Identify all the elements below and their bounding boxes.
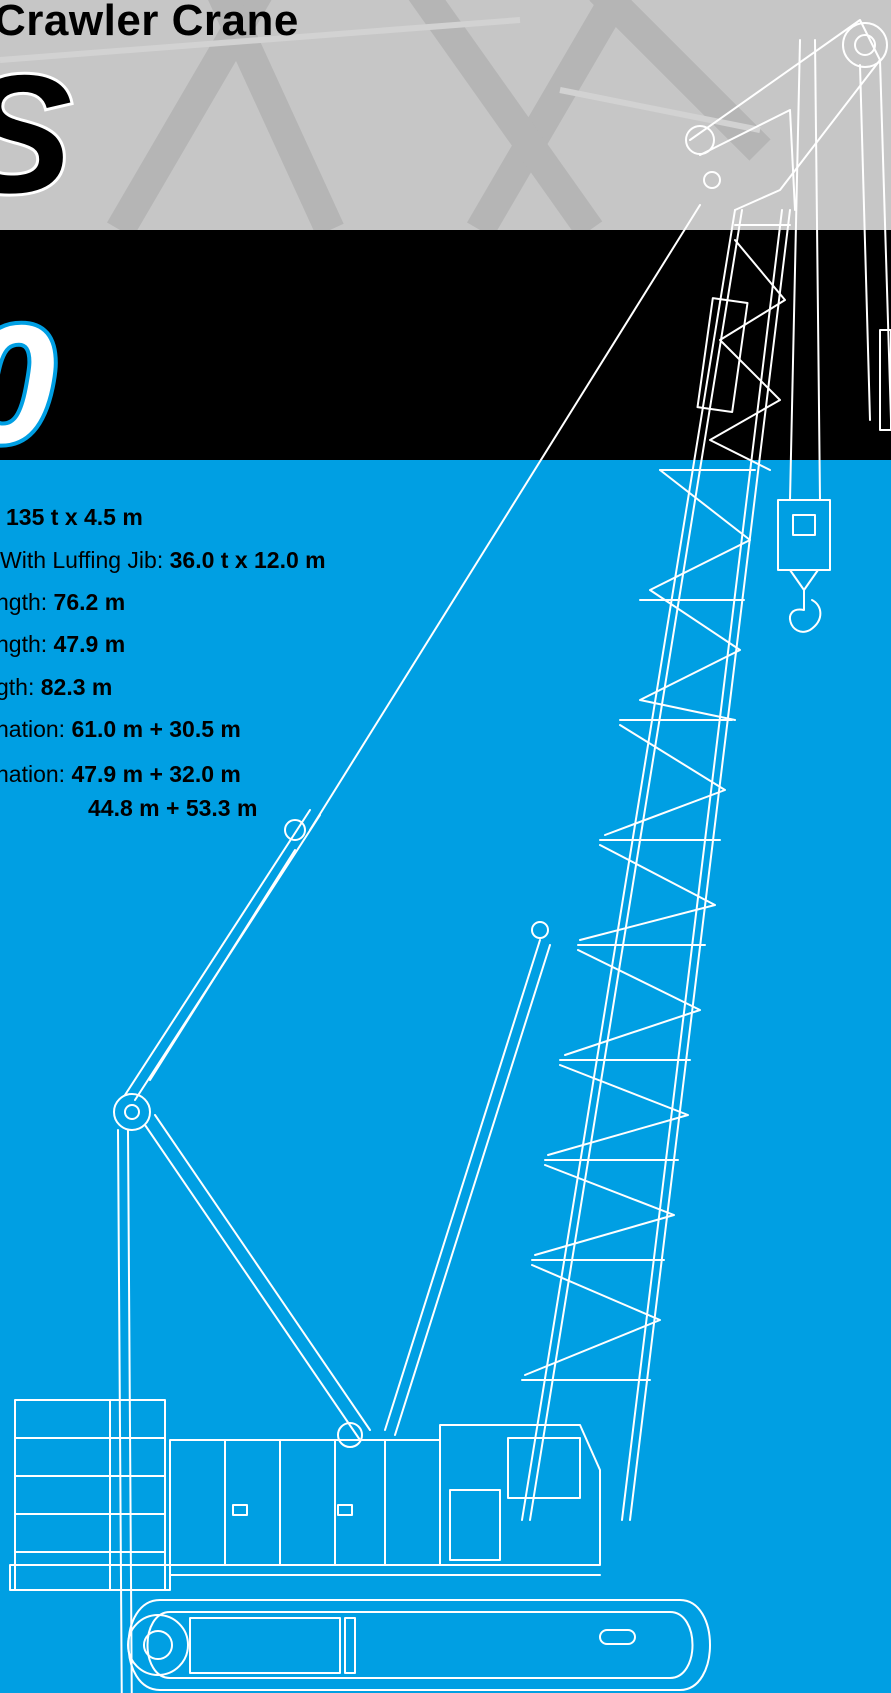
boom-tip xyxy=(685,19,891,421)
spec-value: 82.3 m xyxy=(40,674,113,700)
spec-line-2: With Luffing Jib: 36.0 t x 12.0 m xyxy=(0,547,326,574)
counterweight xyxy=(9,1399,171,1591)
spec-line-1: 135 t x 4.5 m xyxy=(6,504,143,531)
spec-value: 47.9 m xyxy=(53,631,126,657)
spec-line-4: ngth: 47.9 m xyxy=(0,631,125,658)
spec-label: gth: xyxy=(0,674,35,700)
spec-value: 36.0 t x 12.0 m xyxy=(169,547,326,573)
pendant-line xyxy=(309,204,701,831)
upper-body xyxy=(169,1424,601,1576)
spec-label: nation: xyxy=(0,761,66,787)
spec-label: ngth: xyxy=(0,631,48,657)
boom xyxy=(521,209,791,1521)
spec-line-5: gth: 82.3 m xyxy=(0,674,112,701)
spec-line-6: nation: 61.0 m + 30.5 m xyxy=(0,716,241,743)
gantry xyxy=(113,809,551,1693)
model-letter: S xyxy=(0,47,75,221)
spec-line-7: nation: 47.9 m + 32.0 m xyxy=(0,761,241,788)
spec-value: 47.9 m + 32.0 m xyxy=(71,761,241,787)
model-digit: 0 xyxy=(0,296,59,472)
spec-list: 135 t x 4.5 m With Luffing Jib: 36.0 t x… xyxy=(0,0,400,840)
spec-label: With Luffing Jib: xyxy=(0,547,164,573)
spec-line-3: ngth: 76.2 m xyxy=(0,589,125,616)
spec-value: 44.8 m + 53.3 m xyxy=(88,795,258,821)
product-title: Crawler Crane xyxy=(0,0,299,45)
spec-label: nation: xyxy=(0,716,66,742)
crawler-track xyxy=(127,1599,711,1691)
spec-value: 135 t x 4.5 m xyxy=(6,504,143,530)
specs-band xyxy=(0,460,891,1693)
header-band: Crawler Crane S xyxy=(0,0,891,230)
spec-value: 61.0 m + 30.5 m xyxy=(71,716,241,742)
spec-value: 76.2 m xyxy=(53,589,126,615)
lattice-background-graphic xyxy=(0,0,771,230)
spec-label: ngth: xyxy=(0,589,48,615)
hook-block xyxy=(777,39,891,633)
spec-line-8: 44.8 m + 53.3 m xyxy=(88,795,257,822)
